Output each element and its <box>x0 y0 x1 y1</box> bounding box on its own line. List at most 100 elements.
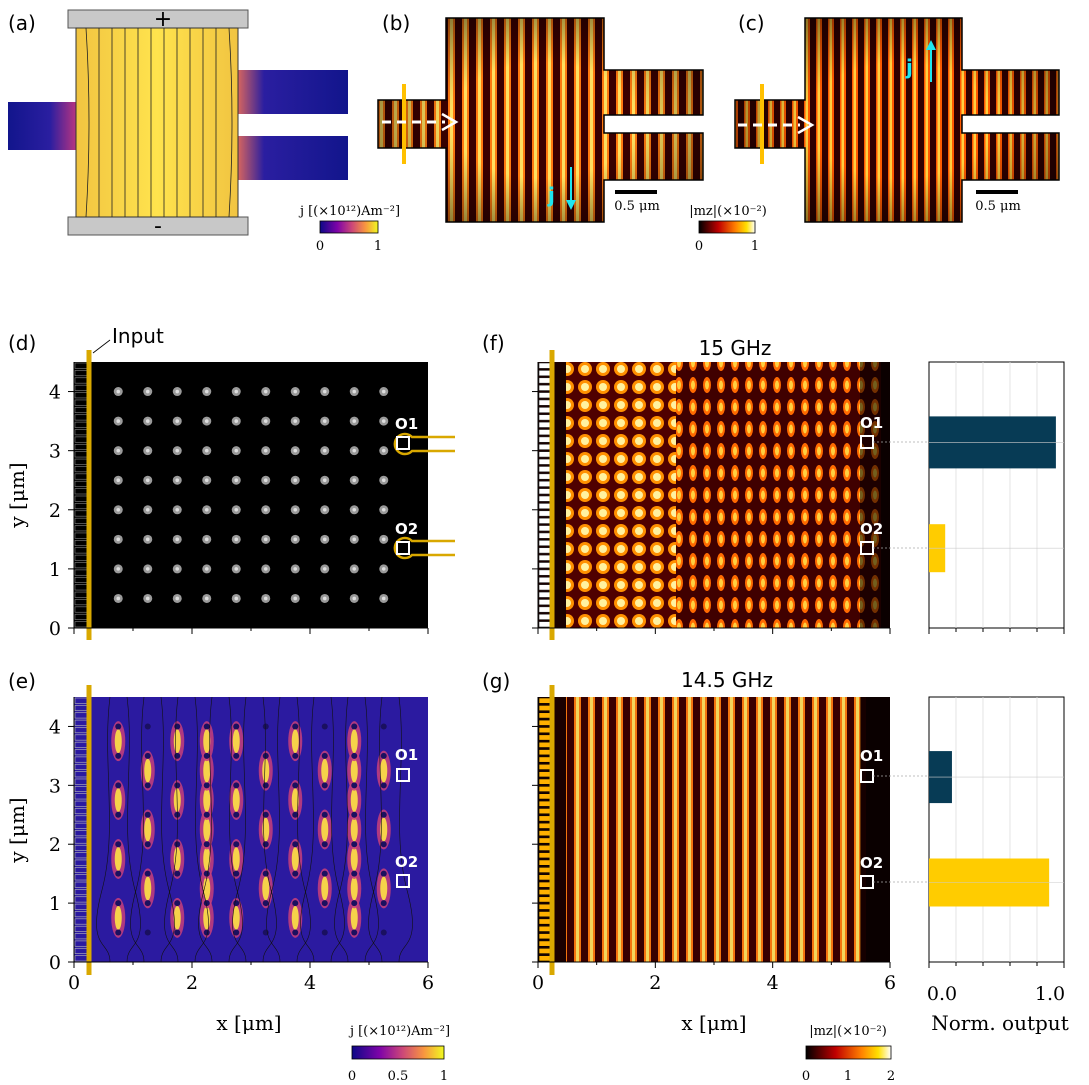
antidot <box>115 723 122 730</box>
antidot <box>292 900 299 907</box>
antidot <box>380 900 387 907</box>
antidot <box>115 811 122 818</box>
panel-a-label: (a) <box>8 11 36 35</box>
panel-d-label: (d) <box>8 331 36 355</box>
antidot-core <box>116 507 121 512</box>
hotspot-core <box>114 846 122 871</box>
antidot <box>233 782 240 789</box>
antidot <box>292 870 299 877</box>
axes-e-x-tick-label: 4 <box>304 972 316 994</box>
current-region <box>75 27 239 218</box>
antidot <box>351 723 358 730</box>
antidot <box>262 723 269 730</box>
antidot <box>351 900 358 907</box>
hotspot-core <box>291 788 299 813</box>
hotspot-core <box>114 788 122 813</box>
antidot <box>292 811 299 818</box>
antidot-core <box>234 567 239 571</box>
colorbar-a-tick-1: 1 <box>374 239 382 254</box>
antidot-core <box>293 567 298 571</box>
antidot-core <box>175 596 180 601</box>
colorbar-bc-gradient <box>698 220 756 234</box>
bar-chart-f <box>928 361 1065 634</box>
bar-frame <box>928 696 1065 963</box>
panel-f-label: (f) <box>482 331 505 355</box>
antidot-core <box>263 478 268 483</box>
output-box-o1-d <box>396 436 410 450</box>
antidot <box>174 900 181 907</box>
streamline <box>232 696 247 963</box>
device-outline-b <box>377 17 704 223</box>
hotspot-core <box>232 846 240 871</box>
antidot-core <box>263 537 268 542</box>
hotspot-core <box>203 729 211 754</box>
antidot <box>174 841 181 848</box>
hotspot-core <box>173 729 181 754</box>
antidot-core <box>293 448 298 453</box>
axes-d-y-tick-label: 4 <box>49 382 61 404</box>
colorbar-a-tick-0: 0 <box>316 239 324 254</box>
antidot <box>262 900 269 907</box>
output-loop-o1 <box>393 432 455 456</box>
hotspot-core <box>203 817 211 842</box>
antidot-core <box>322 596 327 601</box>
hotspot-core <box>173 905 181 930</box>
antidot-core <box>145 537 150 542</box>
colorbar-g-tick-0: 0 <box>802 1069 810 1084</box>
panel-b: (b) j 0.5 μm <box>377 11 704 223</box>
scalebar-b-label: 0.5 μm <box>614 199 660 214</box>
hotspot-core <box>321 876 329 901</box>
antidot <box>203 870 210 877</box>
antidot-core <box>263 567 268 571</box>
antidot-core <box>352 448 357 453</box>
axes-g-x-tick-label: 2 <box>649 972 661 994</box>
antidot-core <box>293 596 298 601</box>
hotspot-core <box>203 758 211 783</box>
antidot-core <box>116 448 121 453</box>
antidot-core <box>263 419 268 423</box>
bar-tick-1: 1.0 <box>1035 983 1065 1005</box>
colorbar-g-tick-2: 2 <box>887 1069 895 1084</box>
antidot-core <box>145 419 150 423</box>
antidot <box>174 752 181 759</box>
device-outline-c <box>734 17 1060 223</box>
antidot-core <box>204 596 209 601</box>
antidot-core <box>381 596 386 601</box>
antidot <box>233 841 240 848</box>
antidot-core <box>352 537 357 542</box>
current-direction-b: j <box>547 183 555 207</box>
antidot-core <box>381 537 386 542</box>
axes-e-y-tick-label: 0 <box>49 952 61 974</box>
antidot <box>380 929 387 936</box>
antidot <box>174 929 181 936</box>
antidot-core <box>116 537 121 542</box>
antidot <box>321 929 328 936</box>
output-label-o1-e: O1 <box>395 746 418 764</box>
axes-e-y-tick-label: 3 <box>49 775 61 797</box>
antidot <box>292 723 299 730</box>
hotspot-core <box>380 817 388 842</box>
streamline <box>164 696 179 963</box>
streamline <box>364 696 379 963</box>
antidot-core <box>116 567 121 571</box>
antidot-core <box>293 419 298 423</box>
output-label-o2-f: O2 <box>860 520 883 538</box>
antidot-core <box>116 389 121 394</box>
current-streamlines <box>85 27 233 218</box>
colorbar-a-title: j [(×10¹²)Am⁻²] <box>298 204 400 219</box>
colorbar-g-gradient <box>805 1045 892 1060</box>
hotspot-core <box>291 846 299 871</box>
antidot <box>115 841 122 848</box>
antidot-core <box>145 448 150 453</box>
antidot <box>262 782 269 789</box>
antidot-core <box>234 478 239 483</box>
streamline <box>194 696 209 963</box>
antidot <box>262 752 269 759</box>
antidot <box>262 841 269 848</box>
antidot <box>292 752 299 759</box>
ylabel-d: y [μm] <box>5 462 29 528</box>
antidot <box>351 811 358 818</box>
antidot-core <box>234 537 239 542</box>
antidot-core <box>381 448 386 453</box>
antidot <box>233 929 240 936</box>
